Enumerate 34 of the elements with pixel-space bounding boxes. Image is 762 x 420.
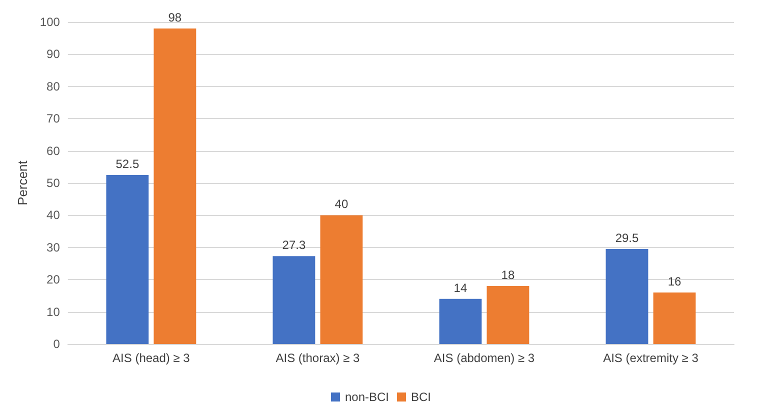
y-tick-label: 80: [46, 79, 60, 94]
bar: [272, 256, 316, 344]
y-tick-label: 10: [46, 304, 60, 319]
data-label: 98: [168, 10, 182, 24]
data-label: 27.3: [282, 238, 306, 252]
x-tick-label: AIS (extremity ≥ 3: [603, 351, 699, 365]
x-tick-label: AIS (abdomen) ≥ 3: [434, 351, 535, 365]
data-label: 18: [501, 268, 515, 282]
x-tick-label: AIS (head) ≥ 3: [112, 351, 190, 365]
bar: [439, 298, 482, 344]
y-tick-label: 30: [46, 240, 60, 254]
bar: [320, 215, 363, 344]
bar: [486, 286, 530, 344]
x-tick-label: AIS (thorax) ≥ 3: [276, 351, 360, 365]
data-label: 52.5: [116, 156, 140, 171]
y-tick-label: 0: [53, 337, 60, 351]
data-label: 14: [454, 280, 468, 295]
legend-label: BCI: [411, 390, 432, 404]
y-tick-label: 60: [46, 144, 60, 158]
legend-label: non-BCI: [344, 390, 390, 404]
y-tick-label: 100: [40, 15, 60, 29]
y-axis-title: Percent: [15, 160, 30, 206]
y-tick-label: 90: [46, 47, 60, 62]
data-label: 40: [334, 197, 348, 212]
y-tick-label: 40: [46, 208, 60, 222]
bar: [653, 292, 696, 344]
bar: [606, 249, 648, 344]
bar: [154, 28, 196, 344]
data-label: 29.5: [615, 231, 639, 246]
y-tick-label: 50: [46, 176, 60, 190]
y-tick-label: 20: [46, 272, 60, 287]
y-tick-label: 70: [46, 112, 60, 126]
bar: [106, 174, 149, 344]
data-label: 16: [668, 274, 682, 288]
